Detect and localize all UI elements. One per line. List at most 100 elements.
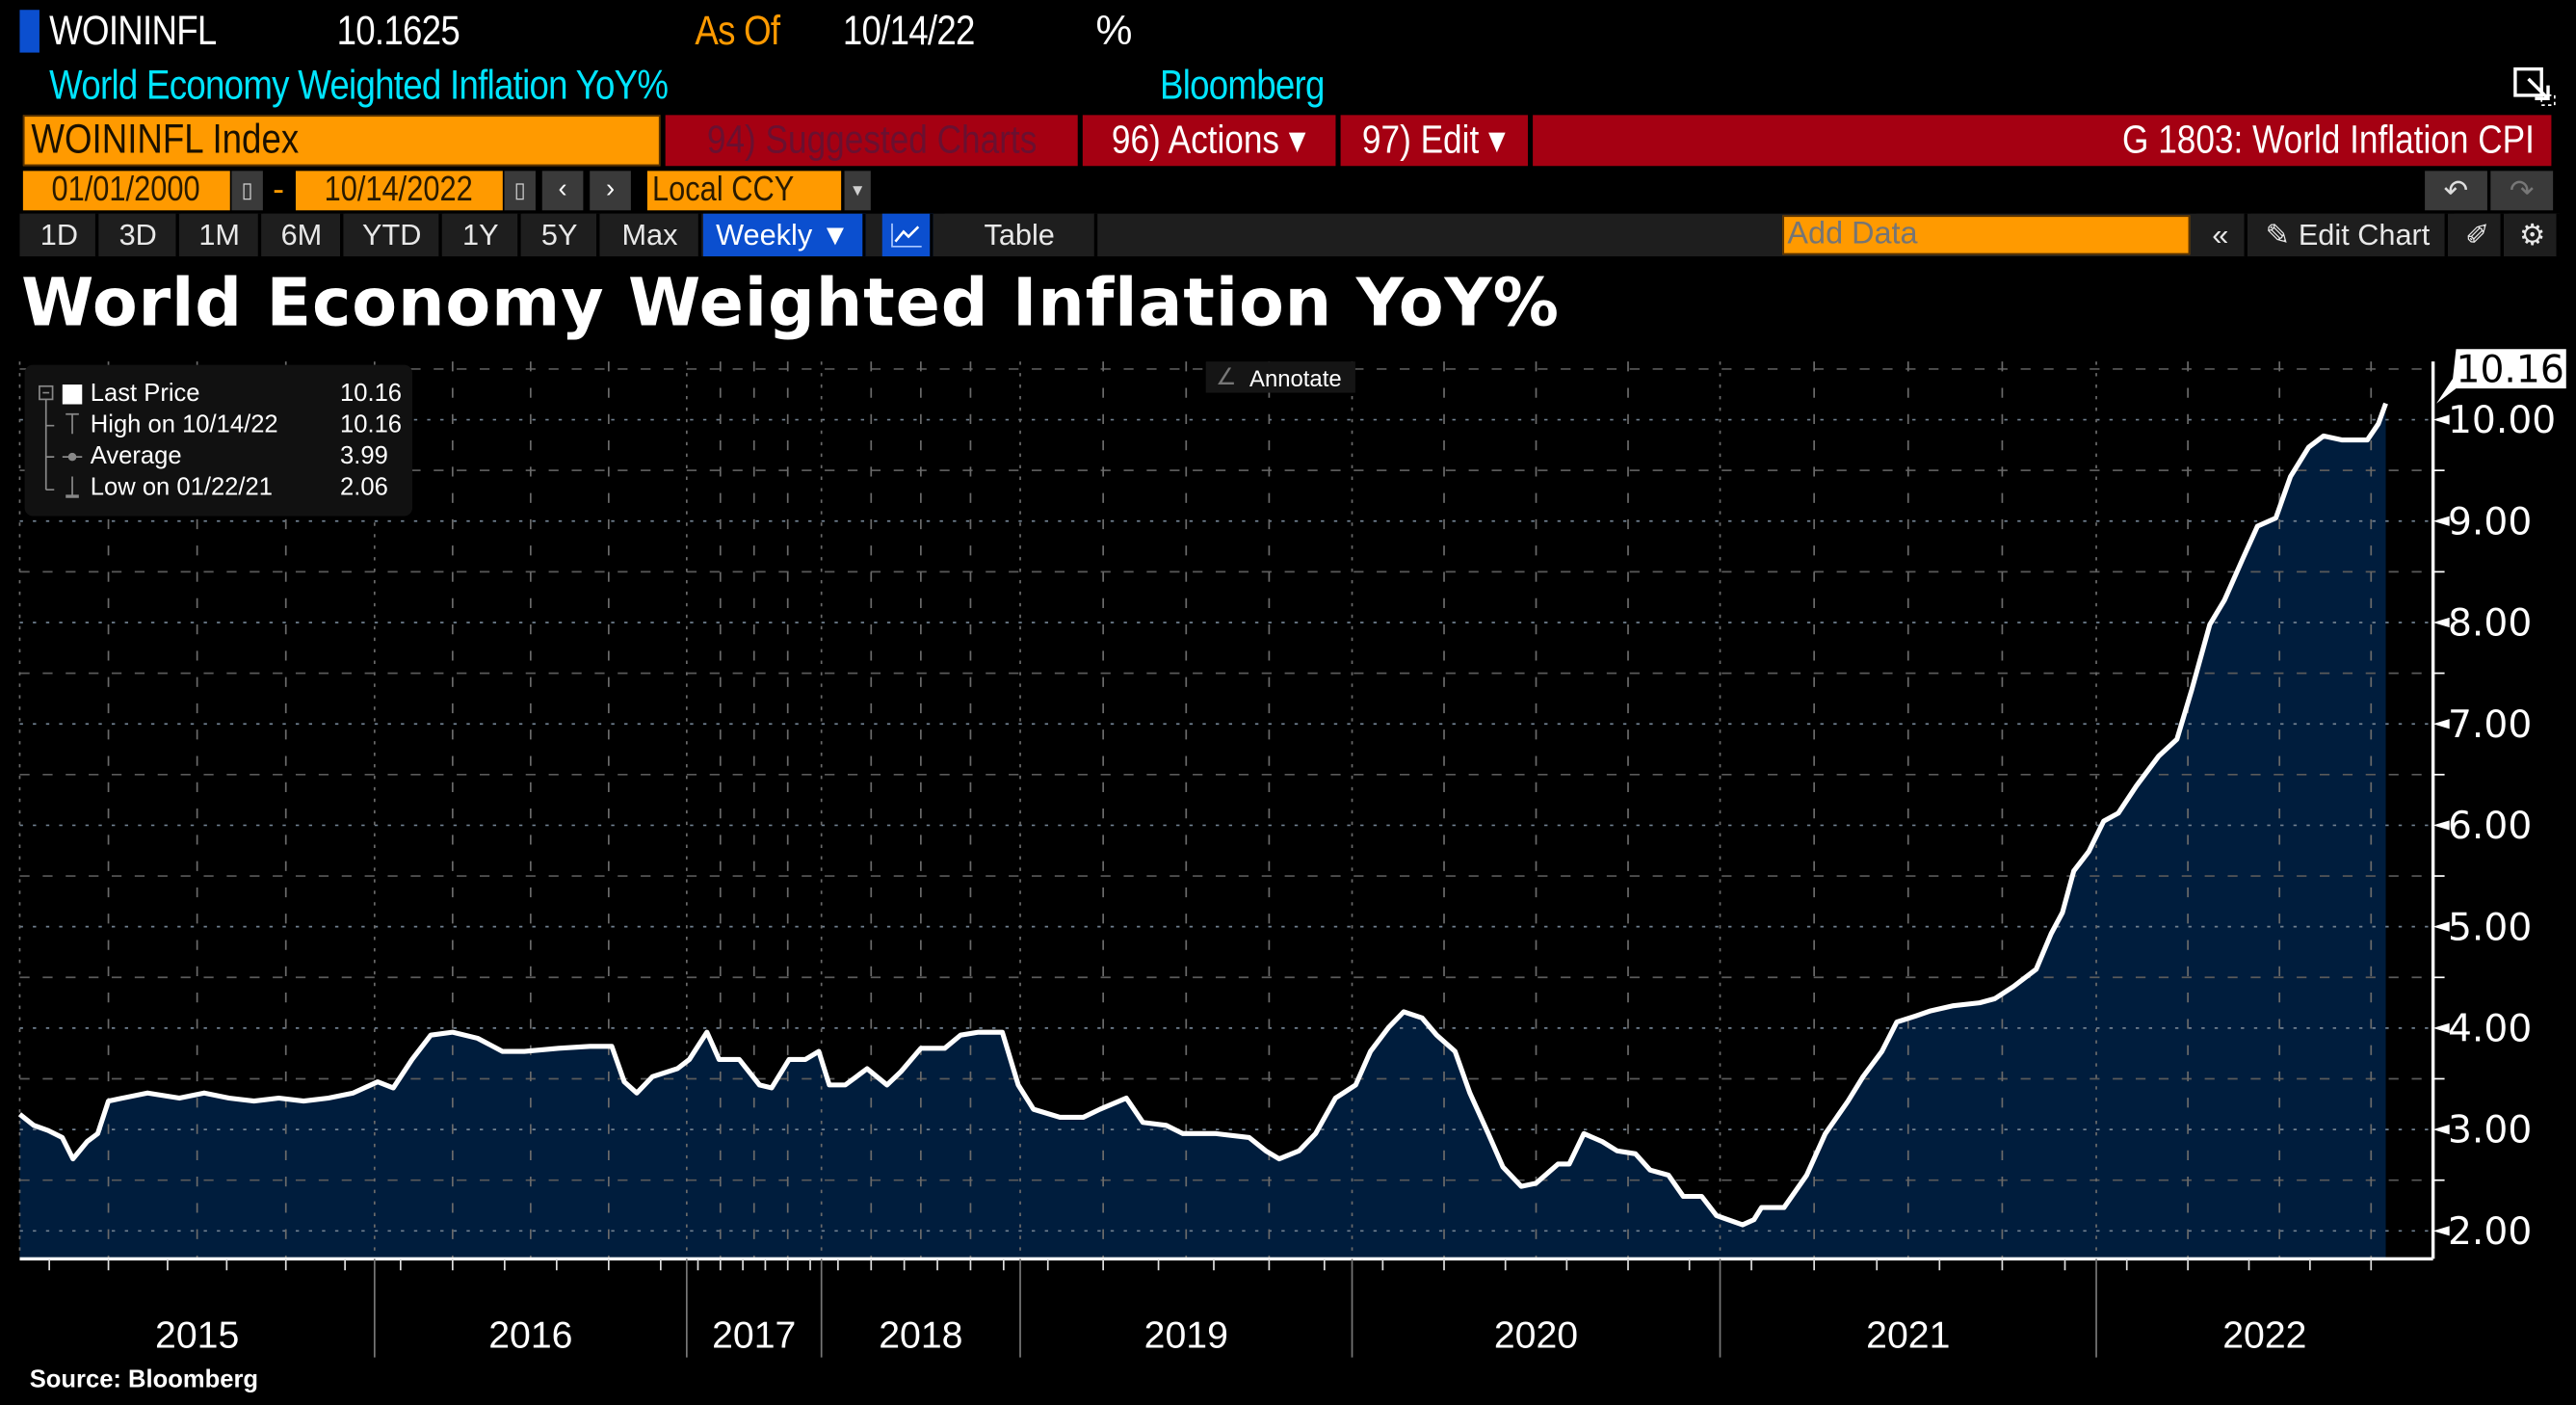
collapse-icon[interactable]: « <box>2196 213 2247 257</box>
chart-settings-icon[interactable]: ✐ <box>2454 213 2504 257</box>
y-tick <box>2432 1124 2450 1135</box>
table-label: Table <box>984 217 1055 252</box>
gear-icon[interactable]: ⚙ <box>2509 213 2560 257</box>
range-button-1m[interactable]: 1M <box>180 213 262 257</box>
as-of-label: As Of <box>695 7 793 56</box>
source-name: Bloomberg <box>1160 61 1352 110</box>
annotate-button[interactable]: ∠ Annotate <box>1205 361 1355 393</box>
y-tick-label: 2.00 <box>2448 1210 2532 1254</box>
x-tick-label: 2018 <box>879 1313 962 1356</box>
legend-label: Average <box>90 441 182 470</box>
edit-label: 97) Edit ▾ <box>1362 118 1507 163</box>
legend-tree-icon <box>39 384 83 498</box>
actions-menu-button[interactable]: 96) Actions ▾ <box>1082 115 1336 167</box>
y-tick <box>2432 516 2450 526</box>
legend: Last Price 10.16 High on 10/14/22 10.16 … <box>24 364 413 517</box>
as-of-date: 10/14/22 <box>843 7 996 56</box>
y-tick <box>2432 1226 2450 1236</box>
security-marker <box>19 10 39 53</box>
series-line <box>17 402 2388 1228</box>
y-tick <box>2432 820 2450 831</box>
y-tick <box>2432 1022 2450 1033</box>
suggested-charts-label: 94) Suggested Charts <box>706 117 1037 162</box>
end-date-value: 10/14/2022 <box>325 171 474 209</box>
end-calendar-icon[interactable]: ▯ <box>504 171 536 211</box>
ticker-text: WOININFL <box>49 8 217 55</box>
edit-menu-button[interactable]: 97) Edit ▾ <box>1340 115 1528 167</box>
security-input[interactable]: WOININFL Index <box>22 115 661 167</box>
range-button-max[interactable]: Max <box>601 213 702 257</box>
annotate-icon: ∠ <box>1215 362 1237 390</box>
x-tick-label: 2016 <box>488 1313 572 1356</box>
y-tick-label: 4.00 <box>2448 1008 2532 1051</box>
range-button-1d[interactable]: 1D <box>22 213 99 257</box>
y-tick <box>2432 414 2450 425</box>
ticker: WOININFL <box>49 7 244 56</box>
currency-select[interactable]: Local CCY <box>646 171 842 211</box>
x-tick-label: 2017 <box>712 1313 796 1356</box>
last-value-label: 10.16 <box>2457 348 2564 391</box>
next-period-icon[interactable]: › <box>590 171 631 211</box>
y-tick <box>2432 921 2450 932</box>
y-tick <box>2432 719 2450 729</box>
range-button-3d[interactable]: 3D <box>100 213 179 257</box>
unit: % <box>1095 8 1132 55</box>
source-name-text: Bloomberg <box>1159 62 1325 109</box>
y-tick-label: 3.00 <box>2448 1109 2532 1153</box>
popout-icon[interactable] <box>2511 66 2558 108</box>
previous-period-icon[interactable]: ‹ <box>541 171 584 211</box>
currency-value: Local CCY <box>652 171 795 209</box>
last-value-callout <box>2436 349 2566 404</box>
line-chart-icon[interactable] <box>881 213 933 257</box>
range-button-1y[interactable]: 1Y <box>443 213 521 257</box>
legend-value: 2.06 <box>340 473 388 502</box>
redo-icon[interactable]: ↷ <box>2490 171 2554 211</box>
start-date-value: 01/01/2000 <box>52 171 201 209</box>
suggested-charts-button[interactable]: 94) Suggested Charts <box>665 115 1078 167</box>
add-data-input[interactable] <box>1782 215 2191 255</box>
series-area <box>19 403 2386 1259</box>
actions-label: 96) Actions ▾ <box>1112 118 1306 163</box>
pencil-icon: ✎ <box>2265 217 2291 252</box>
legend-label: Low on 01/22/21 <box>90 473 273 502</box>
range-button-ytd[interactable]: YTD <box>345 213 442 257</box>
description: World Economy Weighted Inflation YoY% <box>49 61 769 110</box>
start-date-input[interactable]: 01/01/2000 <box>22 171 230 211</box>
x-tick-label: 2020 <box>1494 1313 1578 1356</box>
undo-icon[interactable]: ↶ <box>2425 171 2487 211</box>
x-tick-label: 2021 <box>1866 1313 1950 1356</box>
y-tick-label: 10.00 <box>2448 399 2556 442</box>
last-value-text: 10.1625 <box>336 8 460 55</box>
range-button-5y[interactable]: 5Y <box>522 213 600 257</box>
chart-name-bar: G 1803: World Inflation CPI <box>1533 115 2552 167</box>
date-separator: - <box>273 171 285 209</box>
x-tick-label: 2019 <box>1144 1313 1228 1356</box>
currency-dropdown-icon[interactable]: ▼ <box>844 171 871 211</box>
legend-label: High on 10/14/22 <box>90 411 278 439</box>
y-tick-label: 6.00 <box>2448 805 2532 848</box>
as-of-date-text: 10/14/22 <box>842 8 976 55</box>
frequency-select[interactable]: Weekly ▼ <box>702 213 866 257</box>
start-calendar-icon[interactable]: ▯ <box>231 171 263 211</box>
frequency-value: Weekly ▼ <box>716 217 851 252</box>
edit-chart-button[interactable]: ✎ Edit Chart <box>2250 213 2448 257</box>
legend-value: 10.16 <box>340 379 403 408</box>
range-button-6m[interactable]: 6M <box>262 213 344 257</box>
y-tick-label: 5.00 <box>2448 906 2532 949</box>
last-value: 10.1625 <box>337 7 480 56</box>
edit-chart-label: Edit Chart <box>2298 217 2431 252</box>
legend-value: 3.99 <box>340 441 388 470</box>
x-tick-label: 2015 <box>155 1313 239 1356</box>
y-tick <box>2432 617 2450 628</box>
end-date-input[interactable]: 10/14/2022 <box>295 171 503 211</box>
y-tick-label: 8.00 <box>2448 602 2532 646</box>
security-value: WOININFL Index <box>31 117 300 163</box>
annotate-label: Annotate <box>1249 363 1342 391</box>
legend-value: 10.16 <box>340 411 403 439</box>
as-of-label-text: As Of <box>695 8 780 55</box>
x-tick-label: 2022 <box>2222 1313 2306 1356</box>
table-button[interactable]: Table <box>944 213 1098 257</box>
chart-title: World Economy Weighted Inflation YoY% <box>21 266 1560 342</box>
